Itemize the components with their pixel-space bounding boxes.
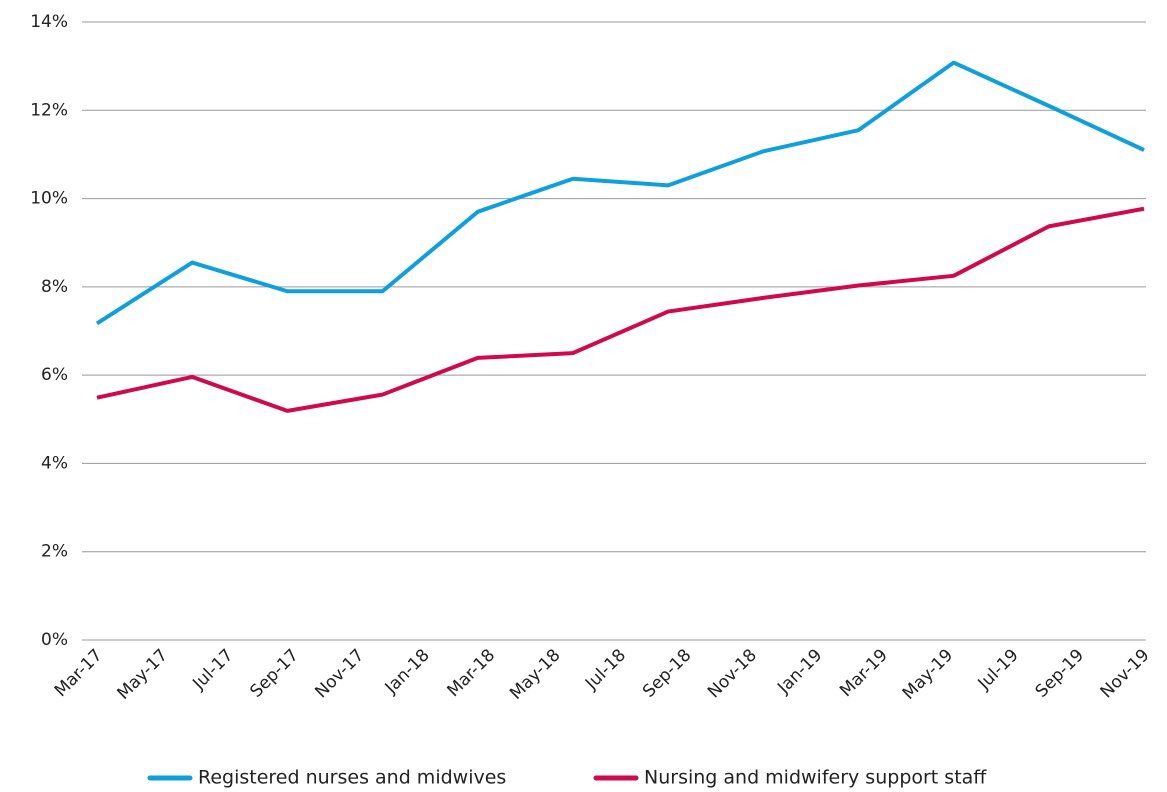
x-tick-label: Jul-17 [188,645,237,694]
y-tick-label: 12% [30,100,68,120]
x-tick-label: May-19 [899,645,957,703]
x-tick-label: Sep-18 [639,645,695,701]
y-tick-label: 10% [30,189,68,209]
y-tick-label: 4% [41,453,68,473]
x-tick-label: May-17 [114,645,172,703]
x-tick-label: Jul-18 [581,645,630,694]
x-tick-label: Sep-19 [1032,645,1088,701]
x-tick-label: May-18 [506,645,564,703]
legend-label: Registered nurses and midwives [198,767,506,789]
x-tick-label: Jul-19 [974,645,1023,694]
series-line [96,206,1145,413]
x-tick-label: Mar-18 [443,645,499,701]
x-tick-label: Mar-17 [51,645,107,701]
y-tick-label: 6% [41,365,68,385]
x-tick-label: Jan-19 [773,645,826,698]
y-tick-label: 2% [41,542,68,562]
y-tick-label: 0% [41,630,68,650]
x-tick-label: Nov-18 [704,645,761,702]
y-tick-label: 8% [41,277,68,297]
x-tick-label: Mar-19 [836,645,892,701]
y-tick-label: 14% [30,12,68,32]
x-tick-label: Sep-17 [246,645,302,701]
x-tick-label: Nov-19 [1097,645,1154,702]
x-tick-label: Nov-17 [311,645,368,702]
x-tick-label: Jan-18 [381,645,434,698]
legend-label: Nursing and midwifery support staff [644,767,987,789]
series-line [95,60,1145,326]
